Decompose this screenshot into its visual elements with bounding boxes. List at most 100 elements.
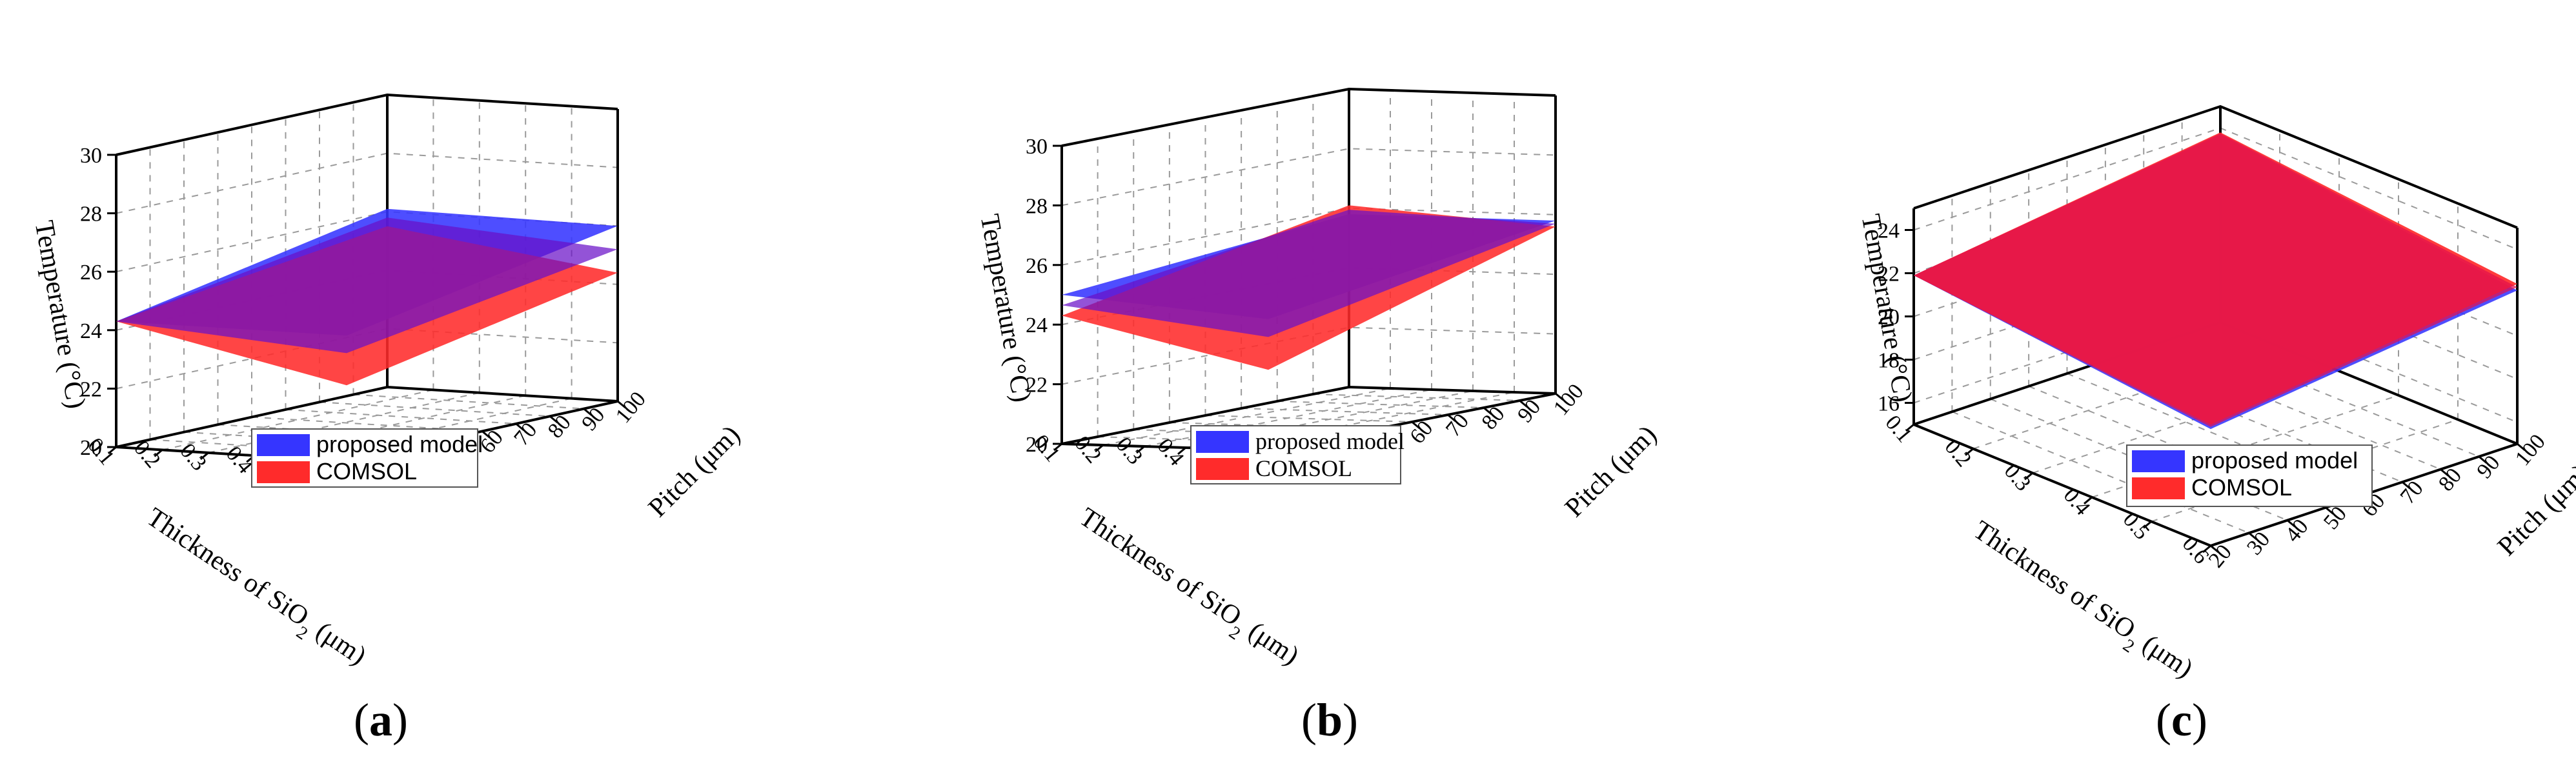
panel-label-letter: c [2171,694,2192,746]
z-tick-label: 28 [1026,194,1048,218]
y-axis-label: Pitch (μm) [643,420,746,523]
surfaces [116,208,618,386]
panel-label-open: ( [354,694,369,746]
z-tick-label: 20 [1878,306,1900,330]
y-tick [2325,506,2335,515]
panel-label-open: ( [1301,694,1317,746]
y-tick [2401,481,2411,490]
panel-label: (b) [1301,694,1358,746]
x-tick [2143,521,2152,529]
x-tick [1177,446,1186,455]
x-axis-label: Thickness of SiO2 (μm) [137,503,372,678]
x-tick [199,452,209,460]
y-tick [583,408,593,416]
y-floor-gridline [1241,408,1448,415]
y-tick [482,430,491,439]
x-tick [1965,448,1974,456]
z-tick-label: 22 [1878,263,1900,286]
z-tick-label: 28 [80,203,102,226]
y-tick [1519,399,1528,408]
x-axis-label-unit: (μm) [1237,612,1304,671]
z-tick-label: 20 [1026,433,1048,457]
y-tick [1483,406,1492,415]
x-tick [154,449,163,457]
panel-label-close: ) [2192,694,2207,746]
legend-label-proposed-model: proposed model [316,431,483,457]
z-tick-label: 20 [80,436,102,460]
y-floor-gridline [1277,401,1484,408]
x-tick [1136,445,1145,454]
z-gridline [1061,207,1556,266]
x-tick-label: 0.2 [1940,435,1976,471]
x-tick-label: 0.5 [2118,508,2155,544]
legend-label-comsol: COMSOL [1255,455,1352,481]
legend-swatch-comsol [1196,458,1249,480]
y-tick [2286,519,2296,528]
legend-swatch-proposed-model [257,434,310,456]
x-axis-label-unit: (μm) [2131,625,2198,684]
x-axis-label-main: Thickness of SiO [141,503,314,632]
surface-overlap [1914,133,2517,427]
x-tick-label: 0.4 [2059,484,2095,520]
x-axis-label: Thickness of SiO2 (μm) [1963,515,2198,691]
surfaces [1062,205,1556,370]
z-gridline [116,328,618,390]
legend-label-proposed-model: proposed model [1255,428,1405,454]
panel-label-letter: a [369,694,392,746]
z-tick-label: 30 [1026,135,1048,159]
x-axis-label-unit: (μm) [305,612,371,671]
surface-overlap [1062,210,1556,337]
y-floor-gridline [2067,373,2364,495]
x-tick [1053,443,1062,452]
x-tick [2084,496,2093,504]
x-axis-label-main: Thickness of SiO [1968,515,2141,645]
frame-back-floor [1061,385,1556,445]
z-gridline [1061,326,1556,385]
z-gridline [1061,267,1556,326]
y-floor-gridline [1205,415,1412,423]
y-tick [1555,392,1564,401]
legend-swatch-proposed-model [2132,450,2185,472]
y-tick [617,400,626,409]
y-floor-gridline [1313,394,1520,401]
z-tick-label: 26 [1026,254,1048,278]
z-tick-label: 30 [80,144,102,168]
x-floor-gridline [2032,370,2340,474]
y-tick [2248,532,2258,541]
x-tick-label: 0.2 [129,436,165,472]
panel-label: (a) [354,694,408,746]
x-axis-label: Thickness of SiO2 (μm) [1070,503,1304,678]
y-tick [1411,421,1421,430]
z-tick-label: 26 [80,261,102,284]
x-floor-gridline [1185,390,1474,448]
panel-label-open: ( [2156,694,2171,746]
x-tick [2024,472,2033,481]
legend-label-proposed-model: proposed model [2191,447,2358,474]
x-tick [1095,444,1104,453]
frame-back-floor [116,385,618,448]
z-axis-label: Temperature (°C) [975,212,1037,404]
legend-swatch-comsol [257,461,310,483]
x-tick-label: 0.4 [1153,434,1189,470]
z-axis-label: Temperature (°C) [1856,212,1918,404]
z-tick-label: 22 [80,377,102,401]
x-tick [1905,423,1914,432]
x-tick [108,446,117,455]
y-axis-label: Pitch (μm) [1559,420,1663,523]
z-axis-label: Temperature (°C) [29,219,92,411]
x-tick [2202,544,2211,554]
y-tick [515,423,525,432]
y-floor-gridline [1951,411,2249,534]
y-axis-label: Pitch (μm) [2492,459,2576,562]
y-tick [2440,468,2449,477]
z-tick-label: 16 [1878,392,1900,416]
z-tick-label: 24 [80,319,102,343]
panel-b: 2022242628300.10.20.30.40.50.62030405060… [975,87,1663,746]
surface-overlap [116,217,618,354]
z-tick-label: 24 [1878,219,1900,243]
panel-label: (c) [2156,694,2207,746]
